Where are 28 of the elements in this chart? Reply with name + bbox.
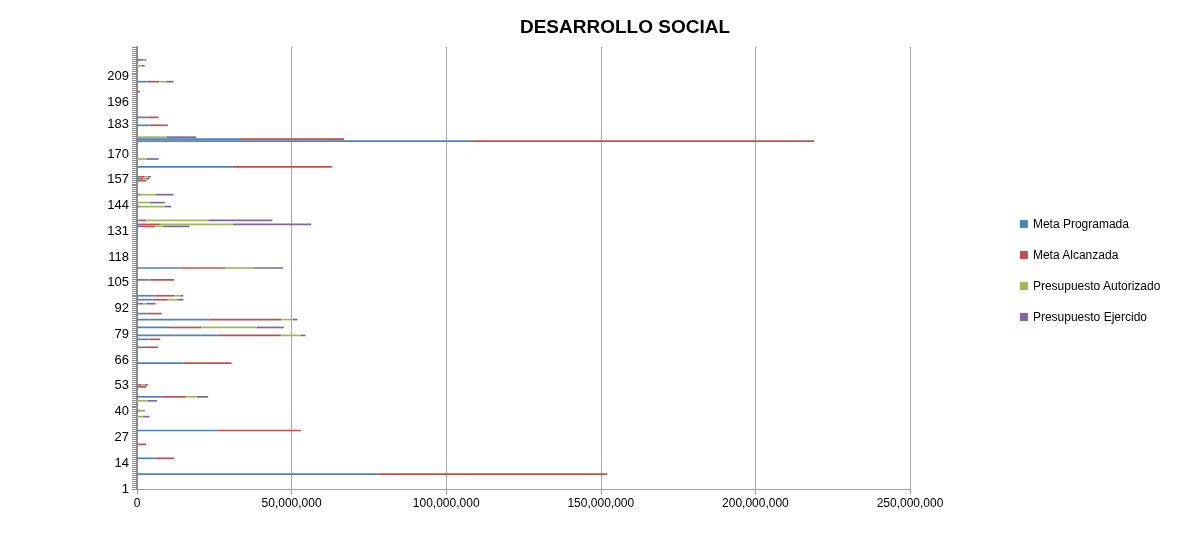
x-tick-label: 50,000,000 [261,496,322,510]
y-tick-label: 40 [114,403,129,419]
legend-label: Presupuesto Autorizado [1032,279,1161,293]
y-tick-label: 157 [107,171,129,187]
y-tick-label: 1 [121,480,129,496]
y-tick-label: 14 [114,454,129,470]
legend-label: Presupuesto Ejercido [1032,310,1148,324]
y-tick-label: 105 [107,274,129,290]
legend-label: Meta Programada [1032,217,1130,231]
y-tick-label: 131 [107,222,129,238]
y-tick-label: 92 [114,300,129,316]
y-tick-label: 196 [107,94,129,110]
x-tick-label: 200,000,000 [722,496,790,510]
y-tick-label: 183 [107,115,129,131]
y-tick-label: 66 [114,351,129,367]
y-tick-label: 53 [114,377,129,393]
y-tick-label: 209 [107,68,129,84]
x-tick-label: 0 [133,496,141,510]
x-tick-label: 100,000,000 [412,496,480,510]
x-tick-label: 250,000,000 [876,496,944,510]
y-tick-label: 144 [107,197,129,213]
y-tick-label: 170 [107,145,129,161]
y-tick-label: 118 [108,248,129,264]
chart-title: DESARROLLO SOCIAL [519,16,731,37]
y-tick-label: 27 [114,428,129,444]
x-tick-label: 150,000,000 [567,496,635,510]
legend-label: Meta Alcanzada [1032,248,1119,262]
y-tick-label: 79 [114,325,129,341]
